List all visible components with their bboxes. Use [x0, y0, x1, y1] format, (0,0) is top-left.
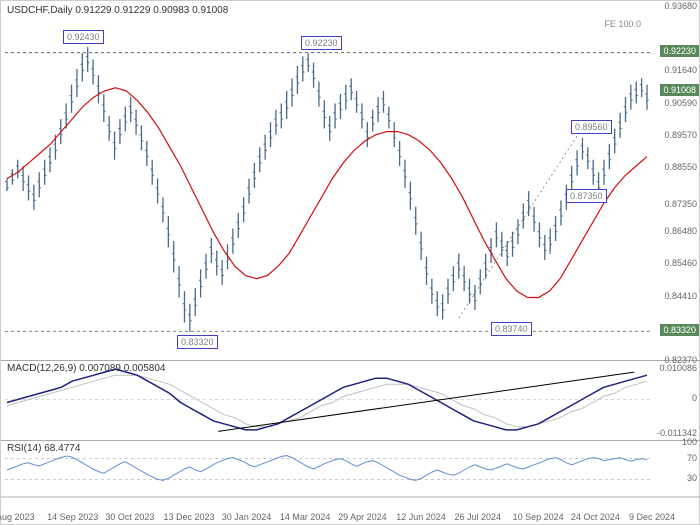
- price-ytick: 0.85460: [664, 258, 697, 268]
- x-axis-tick: 14 Sep 2023: [47, 512, 98, 522]
- x-axis-tick: 30 Oct 2023: [105, 512, 154, 522]
- price-ytick: 0.89570: [664, 130, 697, 140]
- price-annotation: 0.92430: [63, 30, 104, 44]
- x-axis-tick: 13 Dec 2023: [164, 512, 215, 522]
- price-panel[interactable]: [1, 1, 700, 361]
- rsi-ytick: 70: [687, 453, 697, 463]
- price-level-marker: 0.83320: [660, 324, 699, 336]
- macd-ytick: 0: [692, 393, 697, 403]
- price-ytick: 0.93680: [664, 1, 697, 11]
- fe-label: FE 100.0: [604, 19, 641, 29]
- price-ytick: 0.86480: [664, 226, 697, 236]
- macd-ytick: 0.010086: [659, 363, 697, 373]
- price-level-marker: 0.92230: [660, 45, 699, 57]
- chart-container: USDCHF,Daily 0.91229 0.91229 0.90983 0.9…: [0, 0, 700, 525]
- rsi-ytick: 100: [682, 437, 697, 447]
- x-axis-tick: 29 Apr 2024: [338, 512, 387, 522]
- x-axis-tick: 24 Oct 2024: [571, 512, 620, 522]
- price-annotation: 0.92230: [301, 36, 342, 50]
- x-axis-tick: 10 Sep 2024: [513, 512, 564, 522]
- rsi-panel[interactable]: [1, 441, 700, 511]
- x-axis-tick: 12 Jun 2024: [396, 512, 446, 522]
- x-axis-tick: 26 Jul 2024: [454, 512, 501, 522]
- price-ytick: 0.90590: [664, 98, 697, 108]
- x-axis-tick: 9 Dec 2024: [629, 512, 675, 522]
- current-price-marker: 0.91008: [660, 84, 699, 96]
- price-ytick: 0.88550: [664, 162, 697, 172]
- price-annotation: 0.83740: [491, 322, 532, 336]
- price-ytick: 0.84410: [664, 291, 697, 301]
- price-title: USDCHF,Daily 0.91229 0.91229 0.90983 0.9…: [7, 5, 228, 16]
- price-ytick: 0.91640: [664, 65, 697, 75]
- x-axis-tick: 14 Mar 2024: [280, 512, 331, 522]
- price-annotation: 0.89560: [571, 120, 612, 134]
- price-ytick: 0.87350: [664, 199, 697, 209]
- price-annotation: 0.87350: [566, 189, 607, 203]
- rsi-title: RSI(14) 68.4774: [7, 443, 80, 454]
- x-axis-tick: 1 Aug 2023: [0, 512, 35, 522]
- rsi-ytick: 30: [687, 473, 697, 483]
- x-axis-tick: 30 Jan 2024: [222, 512, 272, 522]
- macd-title: MACD(12,26,9) 0.007089 0.005804: [7, 363, 165, 374]
- price-annotation: 0.83320: [177, 335, 218, 349]
